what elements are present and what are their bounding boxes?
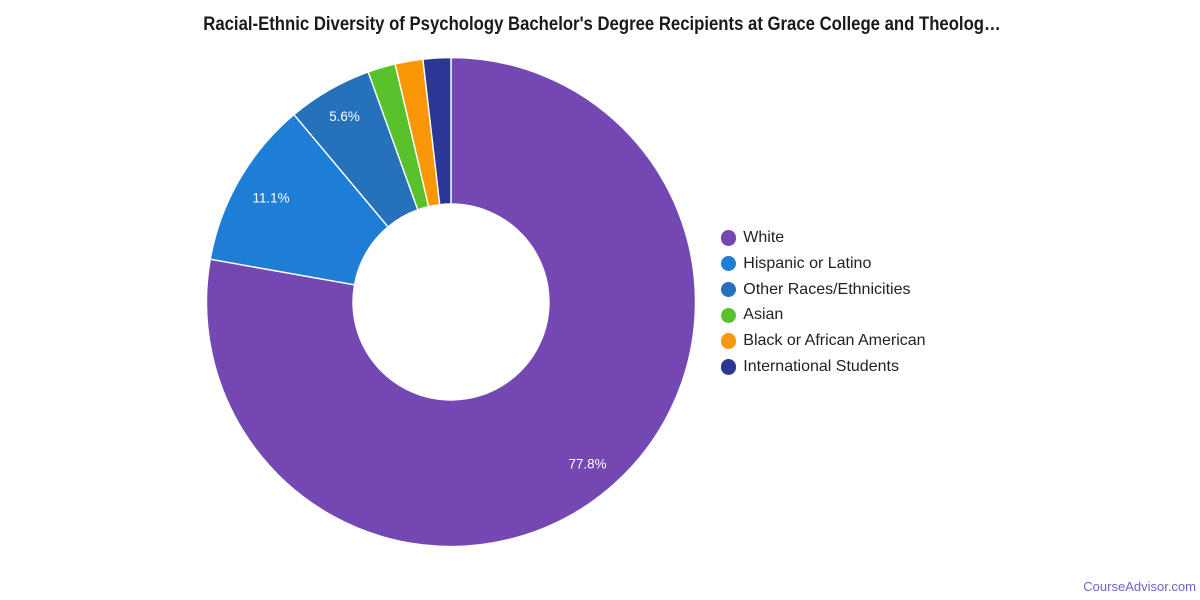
- svg-text:77.8%: 77.8%: [569, 457, 607, 472]
- svg-text:11.1%: 11.1%: [253, 190, 290, 205]
- svg-text:5.6%: 5.6%: [329, 109, 360, 124]
